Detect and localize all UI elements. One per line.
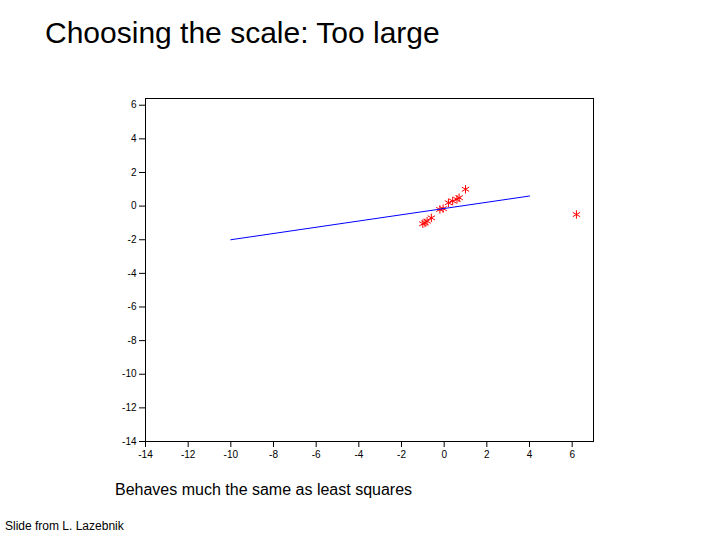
svg-text:-14: -14 [122,436,137,447]
svg-text:-8: -8 [128,335,137,346]
svg-text:-8: -8 [269,449,278,460]
svg-text:-10: -10 [122,368,137,379]
html-text:Slide from L. Lazebnik: Slide from L. Lazebnik [5,519,124,533]
svg-text:6: 6 [569,449,575,460]
svg-text:0: 0 [131,200,137,211]
svg-text:6: 6 [131,99,137,110]
svg-text:-14: -14 [138,449,153,460]
svg-text:-2: -2 [397,449,406,460]
svg-text:-6: -6 [312,449,321,460]
svg-text:-12: -12 [181,449,196,460]
svg-text:4: 4 [527,449,533,460]
svg-text:-6: -6 [128,301,137,312]
html-text:Behaves much the same as least: Behaves much the same as least squares [115,481,412,498]
svg-text:-4: -4 [354,449,363,460]
svg-text:4: 4 [131,133,137,144]
svg-text:2: 2 [131,167,137,178]
svg-text:0: 0 [441,449,447,460]
html-text:Choosing the scale: Too large: Choosing the scale: Too large [45,16,440,49]
svg-text:-12: -12 [122,402,137,413]
svg-text:2: 2 [484,449,490,460]
svg-text:-2: -2 [128,234,137,245]
svg-text:-4: -4 [128,268,137,279]
svg-text:-10: -10 [224,449,239,460]
